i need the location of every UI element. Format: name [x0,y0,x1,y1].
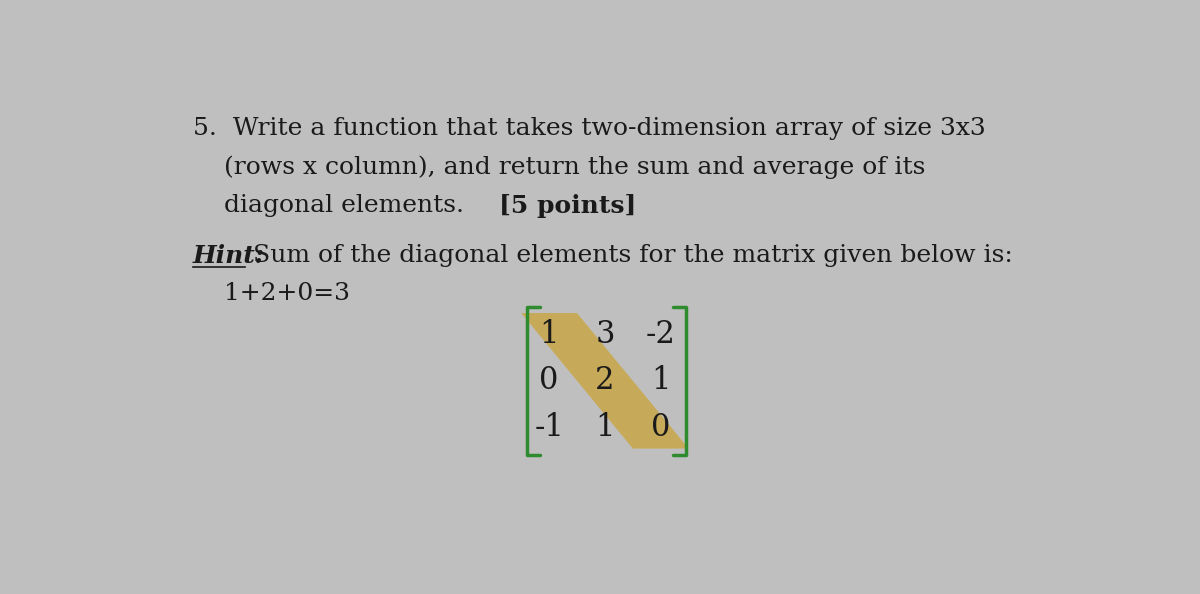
Text: diagonal elements.: diagonal elements. [223,194,463,217]
Text: 5.  Write a function that takes two-dimension array of size 3x3: 5. Write a function that takes two-dimen… [193,116,985,140]
Text: 1: 1 [539,319,559,350]
Text: (rows x column), and return the sum and average of its: (rows x column), and return the sum and … [223,155,925,179]
Text: 3: 3 [595,319,614,350]
Polygon shape [521,313,689,448]
Text: Hint:: Hint: [193,244,265,268]
Text: 2: 2 [595,365,614,396]
Text: -1: -1 [534,412,564,443]
Text: Sum of the diagonal elements for the matrix given below is:: Sum of the diagonal elements for the mat… [245,244,1013,267]
Text: 1: 1 [650,365,671,396]
Text: 1: 1 [595,412,614,443]
Text: [5 points]: [5 points] [499,194,636,218]
Text: 0: 0 [652,412,671,443]
Text: 0: 0 [540,365,559,396]
Text: 1+2+0=3: 1+2+0=3 [223,282,349,305]
Text: -2: -2 [646,319,676,350]
